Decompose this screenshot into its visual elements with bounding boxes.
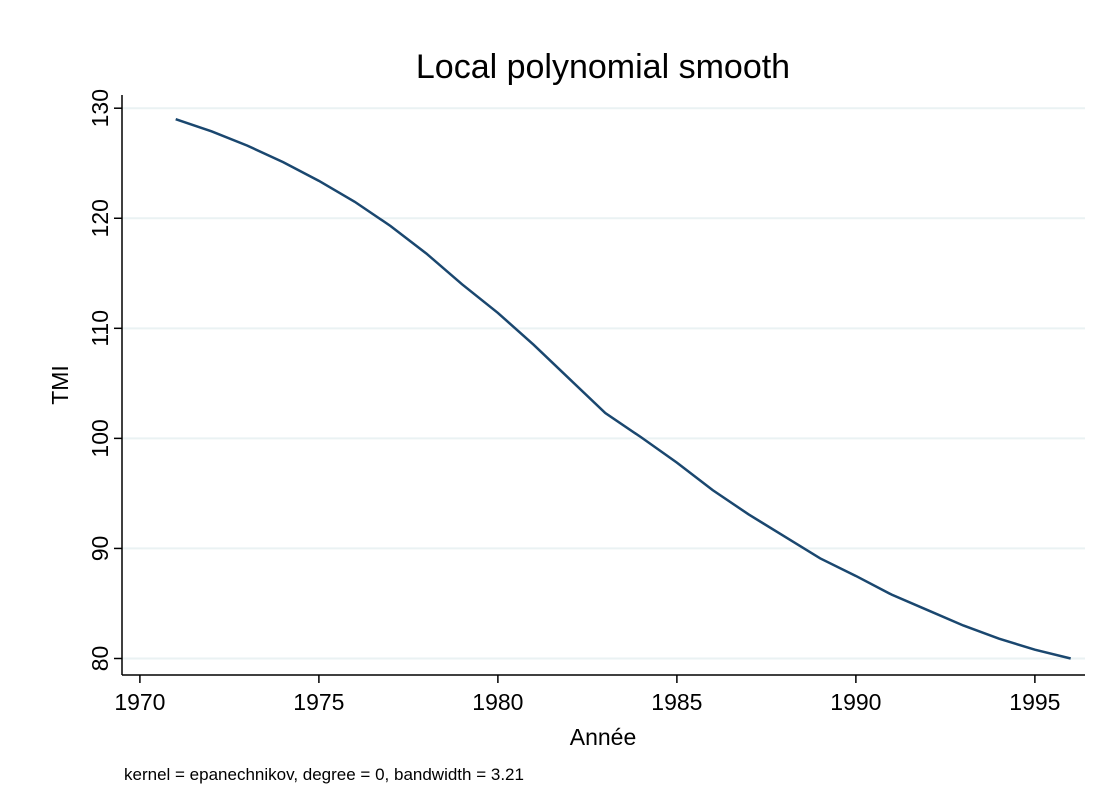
line-series	[175, 118, 1071, 660]
x-axis-label: Année	[570, 724, 637, 750]
y-tick-label: 100	[87, 419, 113, 457]
x-tick-label: 1975	[293, 689, 344, 715]
x-tick-label: 1995	[1009, 689, 1060, 715]
y-tick-label: 90	[87, 536, 113, 562]
y-tick-label: 80	[87, 646, 113, 672]
x-tick-label: 1990	[830, 689, 881, 715]
chart-title: Local polynomial smooth	[416, 48, 790, 86]
note: kernel = epanechnikov, degree = 0, bandw…	[124, 765, 524, 784]
y-tick-label: 120	[87, 199, 113, 237]
y-axis-label: TMI	[47, 365, 73, 405]
x-tick-label: 1970	[114, 689, 165, 715]
x-tick-label: 1985	[651, 689, 702, 715]
y-tick-label: 110	[87, 310, 113, 347]
y-tick-label: 130	[87, 89, 113, 127]
x-tick-label: 1980	[472, 689, 523, 715]
